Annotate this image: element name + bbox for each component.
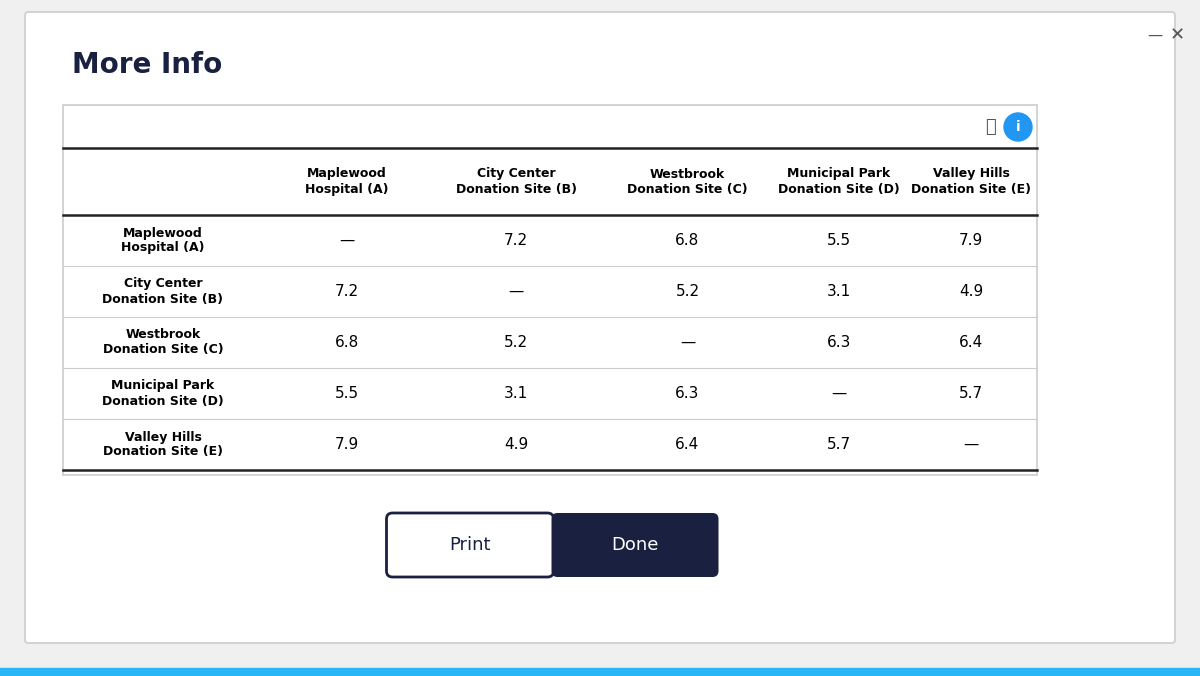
Text: City Center
Donation Site (B): City Center Donation Site (B): [456, 168, 576, 195]
Text: ✕: ✕: [1170, 26, 1184, 44]
Text: Westbrook
Donation Site (C): Westbrook Donation Site (C): [628, 168, 748, 195]
Text: 7.9: 7.9: [959, 233, 983, 248]
Text: 5.5: 5.5: [827, 233, 851, 248]
Text: 4.9: 4.9: [504, 437, 528, 452]
FancyBboxPatch shape: [386, 513, 553, 577]
Text: 6.3: 6.3: [827, 335, 851, 350]
Text: —: —: [832, 386, 847, 401]
Text: 6.8: 6.8: [676, 233, 700, 248]
Text: 6.3: 6.3: [676, 386, 700, 401]
Text: —: —: [680, 335, 695, 350]
Text: 5.7: 5.7: [959, 386, 983, 401]
Text: Maplewood
Hospital (A): Maplewood Hospital (A): [305, 168, 389, 195]
Text: Print: Print: [449, 536, 491, 554]
Circle shape: [1004, 113, 1032, 141]
FancyBboxPatch shape: [25, 12, 1175, 643]
Text: ⧉: ⧉: [985, 118, 995, 136]
Text: 4.9: 4.9: [959, 284, 983, 299]
Text: 6.4: 6.4: [959, 335, 983, 350]
Text: More Info: More Info: [72, 51, 222, 79]
Text: 3.1: 3.1: [827, 284, 851, 299]
Text: —: —: [338, 233, 354, 248]
Text: 3.1: 3.1: [504, 386, 528, 401]
Text: 5.5: 5.5: [335, 386, 359, 401]
Text: i: i: [1015, 120, 1020, 134]
Text: —: —: [964, 437, 979, 452]
Text: Valley Hills
Donation Site (E): Valley Hills Donation Site (E): [103, 431, 223, 458]
Text: Westbrook
Donation Site (C): Westbrook Donation Site (C): [103, 329, 223, 356]
Text: Done: Done: [611, 536, 659, 554]
Text: Maplewood
Hospital (A): Maplewood Hospital (A): [121, 226, 205, 254]
Text: 7.9: 7.9: [335, 437, 359, 452]
Text: Municipal Park
Donation Site (D): Municipal Park Donation Site (D): [778, 168, 900, 195]
Text: 6.4: 6.4: [676, 437, 700, 452]
Bar: [0, 668, 1200, 676]
Text: —: —: [1147, 28, 1163, 43]
Text: 6.8: 6.8: [335, 335, 359, 350]
FancyBboxPatch shape: [552, 513, 719, 577]
Text: 7.2: 7.2: [504, 233, 528, 248]
Text: —: —: [509, 284, 523, 299]
Text: 5.2: 5.2: [676, 284, 700, 299]
Text: Valley Hills
Donation Site (E): Valley Hills Donation Site (E): [911, 168, 1031, 195]
Text: 5.7: 5.7: [827, 437, 851, 452]
Text: 5.2: 5.2: [504, 335, 528, 350]
Text: City Center
Donation Site (B): City Center Donation Site (B): [102, 278, 223, 306]
FancyBboxPatch shape: [64, 105, 1037, 475]
Text: Municipal Park
Donation Site (D): Municipal Park Donation Site (D): [102, 379, 224, 408]
Text: 7.2: 7.2: [335, 284, 359, 299]
